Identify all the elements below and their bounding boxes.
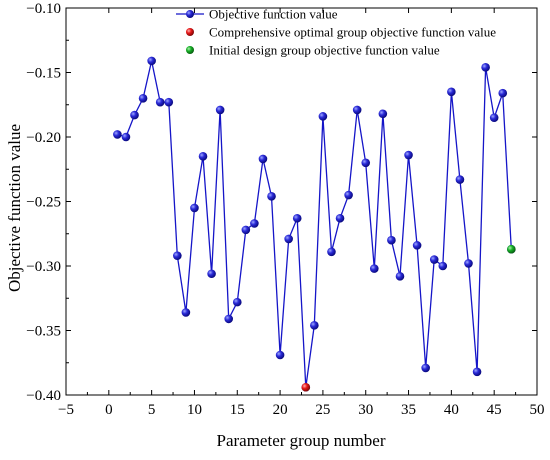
data-point [250, 219, 259, 228]
data-point [344, 190, 353, 200]
y-tick-label: −0.30 [26, 259, 61, 275]
legend-item: Comprehensive optimal group objective fu… [186, 25, 496, 40]
data-point [507, 244, 516, 254]
legend-marker [186, 46, 194, 54]
x-tick-label: 15 [230, 402, 245, 418]
legend: Objective function value Comprehensive op… [176, 7, 496, 58]
data-point [335, 213, 345, 223]
y-axis-title: Objective function value [5, 124, 24, 292]
data-point [284, 234, 293, 244]
legend-label: Initial design group objective function … [209, 43, 440, 58]
series-1 [113, 56, 516, 392]
data-point [352, 105, 362, 115]
data-point [318, 112, 328, 121]
data-point [489, 113, 499, 122]
x-axis-ticks: −5 0 5 10 15 20 25 30 35 40 45 50 [58, 8, 545, 418]
x-tick-label: 35 [401, 402, 416, 418]
y-tick-label: −0.20 [26, 130, 61, 146]
series-line [117, 60, 512, 388]
x-tick-label: −5 [58, 402, 74, 418]
data-point [292, 213, 302, 223]
x-tick-label: 10 [187, 402, 202, 418]
data-point [198, 152, 208, 161]
data-point [429, 255, 439, 264]
y-axis-ticks: −0.40 −0.35 −0.30 −0.25 −0.20 −0.15 −0.10 [26, 1, 537, 404]
data-point [438, 261, 448, 271]
data-point [455, 175, 465, 184]
data-point [404, 150, 413, 160]
plot-frame [65, 7, 538, 396]
data-point [224, 314, 234, 324]
data-point [464, 259, 473, 268]
legend-item: Objective function value [176, 7, 338, 22]
data-point [147, 56, 156, 66]
x-tick-label: 5 [148, 402, 156, 418]
legend-marker [186, 28, 194, 36]
data-point [190, 203, 199, 213]
data-point [130, 110, 139, 120]
y-tick-label: −0.10 [26, 1, 61, 17]
data-point [155, 97, 165, 107]
data-point [241, 225, 251, 235]
data-point [301, 382, 311, 392]
data-point [472, 367, 482, 377]
data-point [327, 247, 336, 257]
x-tick-label: 0 [105, 402, 113, 418]
data-point [164, 97, 174, 107]
legend-label: Objective function value [209, 7, 338, 22]
data-point [258, 154, 268, 164]
series-3 [507, 244, 516, 254]
data-point [181, 308, 191, 317]
data-point [173, 251, 182, 260]
data-point [215, 105, 225, 115]
series-layer [113, 56, 516, 392]
data-point [207, 269, 216, 279]
legend-item: Initial design group objective function … [186, 43, 440, 58]
x-axis-title: Parameter group number [217, 431, 386, 450]
data-point [138, 94, 148, 103]
data-point [498, 88, 508, 98]
y-tick-label: −0.40 [26, 388, 61, 404]
data-point [447, 87, 456, 97]
data-point [412, 241, 422, 250]
data-point [361, 158, 371, 168]
x-tick-label: 30 [358, 402, 373, 418]
data-point [421, 363, 430, 373]
data-point [310, 321, 319, 330]
y-tick-label: −0.25 [26, 195, 61, 211]
data-point [232, 297, 242, 307]
legend-marker [186, 10, 194, 18]
x-tick-label: 45 [487, 402, 502, 418]
data-point [395, 272, 405, 281]
x-tick-label: 50 [530, 402, 545, 418]
x-tick-label: 25 [315, 402, 330, 418]
data-point [481, 63, 490, 72]
data-point [121, 132, 131, 142]
series-2 [301, 382, 311, 392]
data-point [275, 350, 285, 360]
x-tick-label: 20 [273, 402, 288, 418]
x-tick-label: 40 [444, 402, 459, 418]
data-point [369, 264, 379, 273]
data-point [378, 109, 388, 119]
data-point [387, 235, 396, 245]
legend-label: Comprehensive optimal group objective fu… [209, 25, 496, 40]
data-point [113, 130, 122, 139]
y-tick-label: −0.15 [26, 66, 61, 82]
y-tick-label: −0.35 [26, 324, 61, 340]
data-point [267, 192, 276, 201]
